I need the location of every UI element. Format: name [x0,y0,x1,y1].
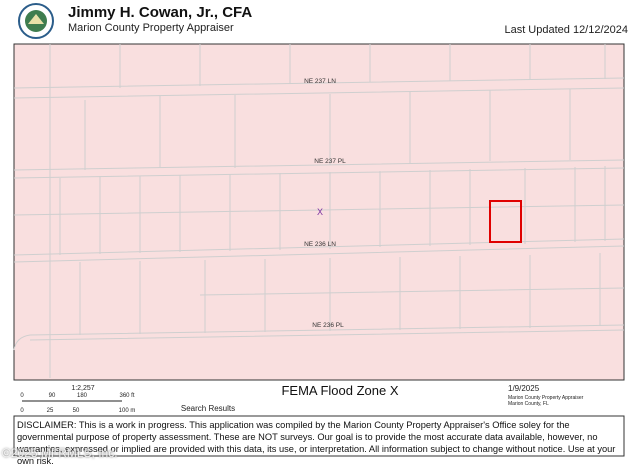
credit: Marion County, FL [508,401,549,407]
marker: X [317,207,323,217]
map-date: 1/9/2025 [508,384,540,393]
scale-tick: 0 [20,393,24,399]
last-updated: Last Updated 12/12/2024 [504,24,628,36]
subtitle: Marion County Property Appraiser [68,22,234,34]
scale-tick: 100 m [119,408,136,414]
logo [18,3,54,39]
scale-tick: 180 [77,393,88,399]
street-label: NE 237 PL [314,158,346,165]
scale-tick: 0 [20,408,24,414]
street-label: NE 237 LN [304,78,336,85]
scale-ratio: 1:2,257 [71,385,94,392]
selected-parcel [489,200,522,243]
street-label: NE 236 PL [312,322,344,329]
search-results: Search Results [181,404,235,413]
watermark: ©2025 MFRMLS, Inc. [2,446,118,460]
scale-tick: 25 [47,408,54,414]
scale-tick: 360 ft [119,393,134,399]
title: Jimmy H. Cowan, Jr., CFA [68,4,253,21]
map-title: FEMA Flood Zone X [281,383,398,398]
street-label: NE 236 LN [304,241,336,248]
credit: Marion County Property Appraiser [508,395,584,401]
scale-tick: 90 [49,393,56,399]
scale-tick: 50 [73,408,80,414]
